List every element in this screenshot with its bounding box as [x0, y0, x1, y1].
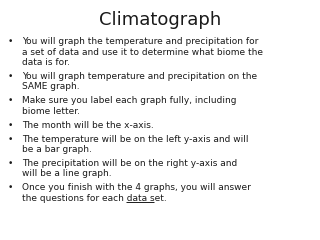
Text: the questions for each data set.: the questions for each data set. [22, 194, 167, 203]
Text: •: • [8, 159, 13, 168]
Text: •: • [8, 135, 13, 144]
Text: The precipitation will be on the right y-axis and: The precipitation will be on the right y… [22, 159, 238, 168]
Text: •: • [8, 96, 13, 105]
Text: You will graph the temperature and precipitation for: You will graph the temperature and preci… [22, 37, 259, 46]
Text: SAME graph.: SAME graph. [22, 82, 80, 91]
Text: The month will be the x-axis.: The month will be the x-axis. [22, 121, 154, 130]
Text: Make sure you label each graph fully, including: Make sure you label each graph fully, in… [22, 96, 237, 105]
Text: be a bar graph.: be a bar graph. [22, 145, 92, 154]
Text: biome letter.: biome letter. [22, 107, 80, 116]
Text: will be a line graph.: will be a line graph. [22, 169, 112, 179]
Text: The temperature will be on the left y-axis and will: The temperature will be on the left y-ax… [22, 135, 249, 144]
Text: data is for.: data is for. [22, 58, 70, 67]
Text: Once you finish with the 4 graphs, you will answer: Once you finish with the 4 graphs, you w… [22, 183, 251, 192]
Text: •: • [8, 183, 13, 192]
Text: You will graph temperature and precipitation on the: You will graph temperature and precipita… [22, 72, 258, 81]
Text: •: • [8, 121, 13, 130]
Text: •: • [8, 72, 13, 81]
Text: •: • [8, 37, 13, 46]
Text: Climatograph: Climatograph [99, 11, 221, 29]
Text: a set of data and use it to determine what biome the: a set of data and use it to determine wh… [22, 48, 263, 57]
